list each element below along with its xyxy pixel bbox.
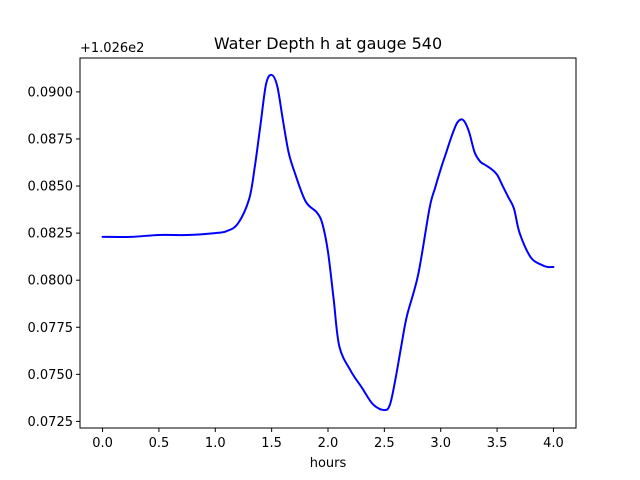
x-tick-label: 0.0 — [92, 436, 113, 451]
x-tick-label: 2.0 — [318, 436, 339, 451]
x-tick-label: 2.5 — [374, 436, 395, 451]
y-tick-label: 0.0725 — [28, 415, 74, 430]
y-tick-label: 0.0800 — [28, 274, 74, 289]
y-axis: 0.0725 0.0750 0.0775 0.0800 0.0825 0.0850 0.08… — [28, 85, 80, 430]
y-tick-label: 0.0850 — [28, 180, 74, 195]
x-tick-label: 4.0 — [543, 436, 564, 451]
chart-title: Water Depth h at gauge 540 — [214, 34, 442, 53]
x-tick-label: 0.5 — [149, 436, 170, 451]
x-tick-label: 1.5 — [261, 436, 282, 451]
x-tick-label: 3.0 — [430, 436, 451, 451]
y-tick-label: 0.0900 — [28, 85, 74, 100]
y-tick-label: 0.0750 — [28, 368, 74, 383]
plot-area — [79, 57, 577, 429]
y-tick-label: 0.0775 — [28, 321, 74, 336]
series-line — [101, 73, 555, 412]
y-tick-label: 0.0825 — [28, 227, 74, 242]
x-axis-label: hours — [310, 456, 347, 471]
x-tick-label: 3.5 — [487, 436, 508, 451]
y-tick-label: 0.0875 — [28, 132, 74, 147]
x-tick-label: 1.0 — [205, 436, 226, 451]
y-offset-label: +1.026e2 — [80, 41, 144, 56]
x-axis: 0.0 0.5 1.0 1.5 2.0 2.5 3.0 3.5 4.0 — [92, 428, 564, 451]
